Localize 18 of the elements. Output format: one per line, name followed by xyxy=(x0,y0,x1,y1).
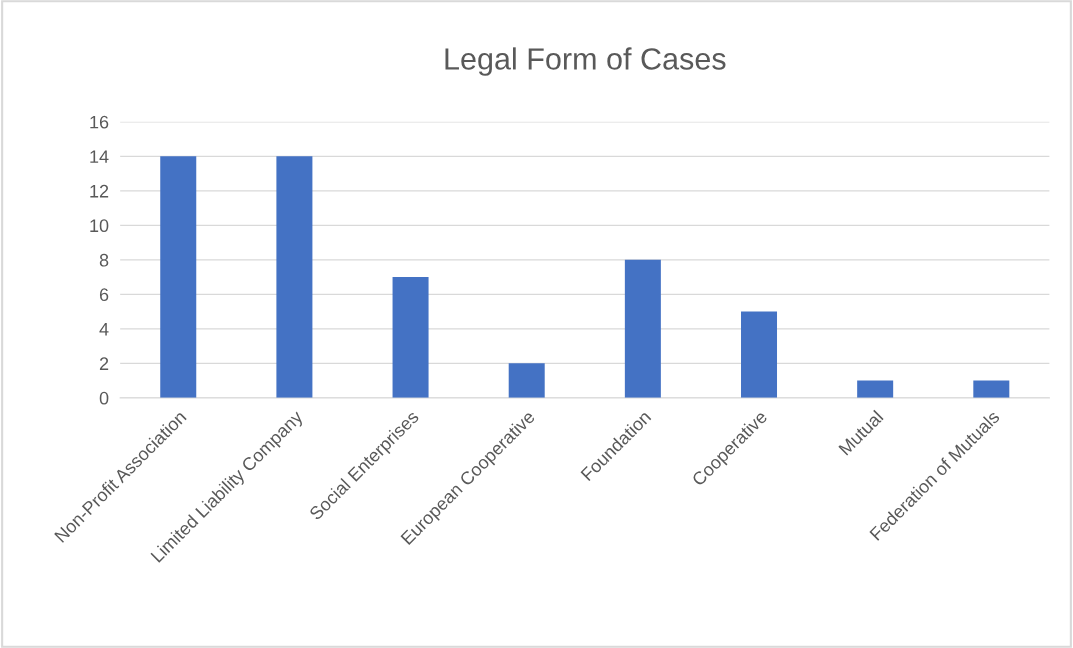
bar xyxy=(160,156,197,398)
y-tick-label: 4 xyxy=(99,322,109,336)
y-tick-label: 2 xyxy=(99,357,109,370)
bar xyxy=(508,363,545,398)
bar xyxy=(624,259,661,398)
bar xyxy=(973,380,1010,398)
chart-title: Legal Form of Cases xyxy=(445,47,726,76)
bar xyxy=(741,311,778,398)
y-tick-label: 12 xyxy=(90,184,109,198)
y-tick-label: 6 xyxy=(99,288,109,302)
bar xyxy=(857,380,894,398)
bar xyxy=(276,156,313,398)
y-tick-label: 0 xyxy=(99,391,109,405)
y-tick-label: 8 xyxy=(99,253,109,267)
y-tick-label: 16 xyxy=(90,115,109,129)
y-tick-label: 10 xyxy=(90,219,109,233)
bar xyxy=(392,277,429,398)
y-tick-label: 14 xyxy=(90,150,109,163)
